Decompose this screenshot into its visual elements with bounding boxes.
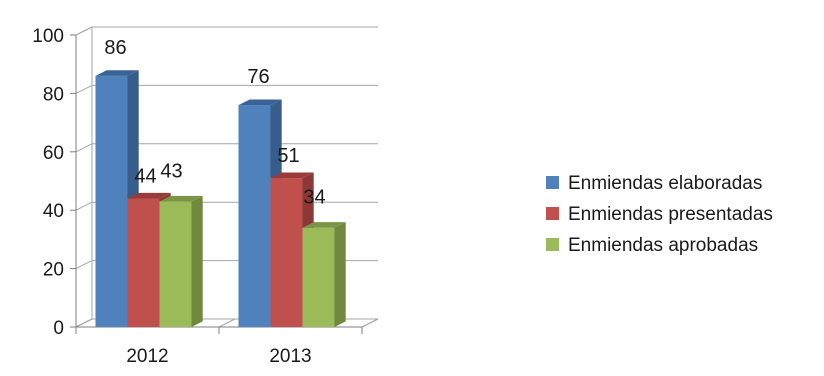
legend-swatch xyxy=(546,176,559,189)
y-tick-label: 0 xyxy=(53,318,64,339)
y-tick-label: 60 xyxy=(43,143,64,164)
bar xyxy=(159,201,192,327)
legend-label: Enmiendas presentadas xyxy=(568,204,773,225)
bar-side xyxy=(191,195,203,327)
gridline-side xyxy=(75,143,93,153)
legend: Enmiendas elaboradas Enmiendas presentada… xyxy=(546,173,773,256)
legend-swatch xyxy=(546,207,559,220)
bars-layer xyxy=(95,70,346,327)
data-label: 86 xyxy=(104,37,126,59)
axis-layer: 0 20 40 60 80 100 2012 2013 xyxy=(32,26,363,367)
floor-line xyxy=(361,318,379,328)
side-wall xyxy=(75,26,93,328)
data-label: 76 xyxy=(247,66,269,88)
bar-top xyxy=(127,192,171,199)
bar xyxy=(302,227,335,327)
bar-top xyxy=(159,195,203,202)
data-label: 43 xyxy=(160,160,182,182)
x-tick-label: 2013 xyxy=(269,346,311,367)
legend-swatch xyxy=(546,238,559,251)
floor-line xyxy=(75,318,93,328)
legend-label: Enmiendas aprobadas xyxy=(568,235,758,256)
bar-top xyxy=(270,172,314,179)
data-label: 51 xyxy=(277,145,299,167)
floor-line xyxy=(218,318,236,328)
data-label: 34 xyxy=(303,187,325,209)
x-tick-label: 2012 xyxy=(126,346,168,367)
y-tick-label: 20 xyxy=(43,260,64,281)
bar xyxy=(238,105,271,327)
gridline-side xyxy=(75,26,93,36)
y-tick-label: 40 xyxy=(43,201,64,222)
y-tick-label: 100 xyxy=(32,26,64,47)
y-tick-label: 80 xyxy=(43,84,64,105)
bar xyxy=(127,198,160,327)
legend-label: Enmiendas elaboradas xyxy=(568,173,762,194)
gridline-side xyxy=(75,84,93,94)
bar xyxy=(95,75,128,327)
bar xyxy=(270,178,303,327)
gridline-side xyxy=(75,260,93,270)
bar-top xyxy=(302,222,346,228)
gridline-side xyxy=(75,201,93,211)
bar-top xyxy=(238,99,282,106)
bar-side xyxy=(334,222,346,327)
data-label: 44 xyxy=(134,166,156,188)
bar-top xyxy=(95,70,139,76)
